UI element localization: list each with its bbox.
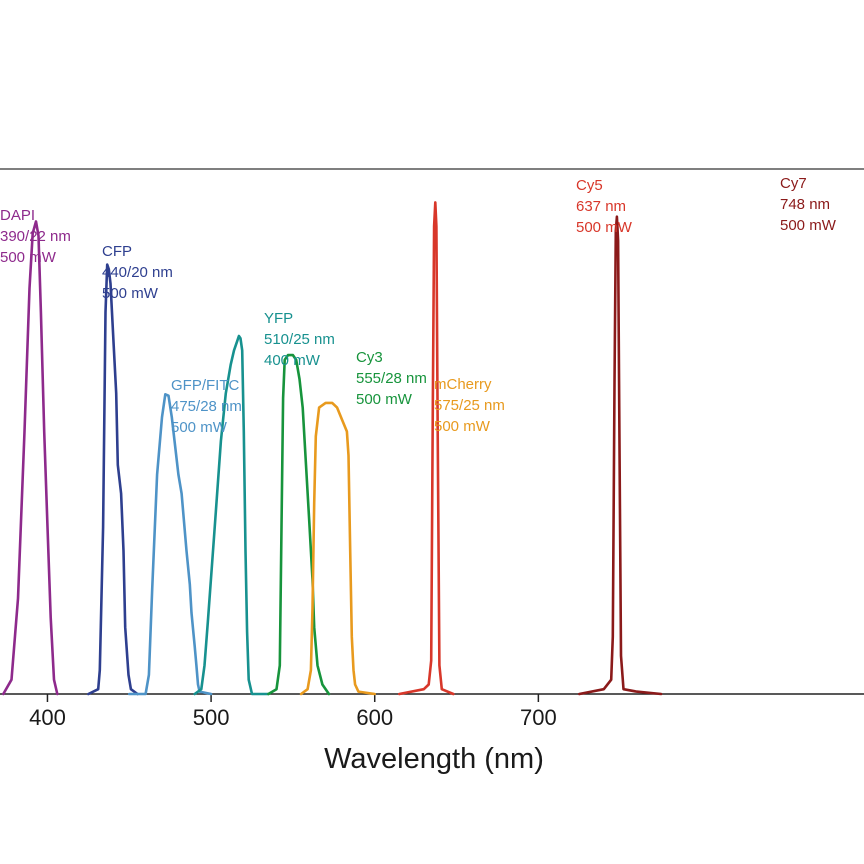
peak-label-line: Cy7 <box>780 175 807 192</box>
x-axis-ticks: 400 500 600 700 <box>29 694 557 730</box>
series-line-cy5 <box>398 201 455 696</box>
peak-labels: DAPI 390/22 nm 500 mW CFP 440/20 nm 500 mWGFP… <box>0 175 837 436</box>
peak-label-gfp-fitc: GFP/FITC 475/28 nm 500 mW <box>171 377 242 436</box>
peak-label-line: 748 nm <box>780 196 830 213</box>
series-line-cfp <box>87 263 139 696</box>
peak-label-cy5: Cy5 637 nm 500 mW <box>576 177 633 236</box>
peak-label-cy7: Cy7 748 nm 500 mW <box>780 175 837 234</box>
peak-label-line: 500 mW <box>102 285 159 302</box>
peak-label-dapi: DAPI 390/22 nm 500 mW <box>0 207 71 266</box>
peak-label-cy3: Cy3 555/28 nm 500 mW <box>356 349 427 408</box>
peak-label-yfp: YFP 510/25 nm 400 mW <box>264 310 335 369</box>
peak-label-line: 500 mW <box>576 219 633 236</box>
x-tick-label: 700 <box>520 705 557 730</box>
series-layer <box>1 201 663 696</box>
peak-label-line: 575/25 nm <box>434 397 505 414</box>
x-tick-label: 500 <box>193 705 230 730</box>
peak-label-line: 500 mW <box>171 419 228 436</box>
peak-label-line: 510/25 nm <box>264 331 335 348</box>
series-line-cy3 <box>267 353 331 696</box>
peak-label-line: 637 nm <box>576 198 626 215</box>
peak-label-line: 555/28 nm <box>356 370 427 387</box>
series-line-cy7 <box>578 215 663 696</box>
peak-label-line: DAPI <box>0 207 35 224</box>
peak-label-line: 475/28 nm <box>171 398 242 415</box>
peak-label-line: 500 mW <box>0 249 57 266</box>
peak-label-cfp: CFP 440/20 nm 500 mW <box>102 243 173 302</box>
peak-label-line: 390/22 nm <box>0 228 71 245</box>
peak-label-line: 500 mW <box>356 391 413 408</box>
peak-label-line: 440/20 nm <box>102 264 173 281</box>
peak-label-line: GFP/FITC <box>171 377 239 394</box>
series-line-yfp <box>193 334 270 696</box>
peak-label-line: CFP <box>102 243 132 260</box>
peak-label-line: 400 mW <box>264 352 321 369</box>
series-line-gfp-fitc <box>128 393 213 696</box>
series-line-mcherry <box>299 401 376 696</box>
peak-label-line: 500 mW <box>780 217 837 234</box>
peak-label-line: YFP <box>264 310 293 327</box>
peak-label-line: Cy3 <box>356 349 383 366</box>
series-line-dapi <box>1 220 59 696</box>
x-tick-label: 400 <box>29 705 66 730</box>
x-axis-title: Wavelength (nm) <box>324 743 544 775</box>
peak-label-mcherry: mCherry 575/25 nm 500 mW <box>434 376 505 435</box>
x-tick-label: 600 <box>356 705 393 730</box>
peak-label-line: 500 mW <box>434 418 491 435</box>
peak-label-line: mCherry <box>434 376 492 393</box>
peak-label-line: Cy5 <box>576 177 603 194</box>
